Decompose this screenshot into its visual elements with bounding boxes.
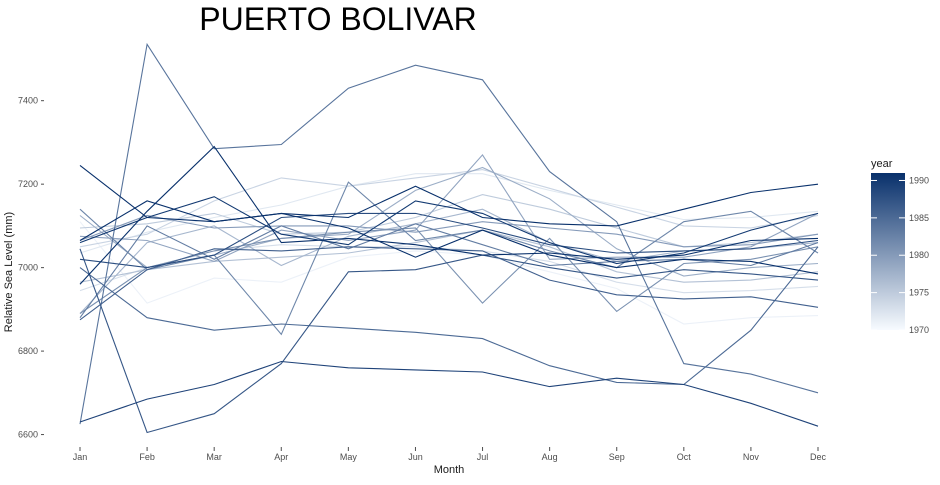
series-line-1984-13 bbox=[79, 42, 819, 425]
legend-tick-label: 1980 bbox=[909, 250, 929, 260]
x-tick-label: Nov bbox=[743, 452, 760, 462]
series-line-1991-21 bbox=[79, 145, 819, 285]
series-line-1971-0 bbox=[79, 221, 819, 325]
y-tick-label: 7400 bbox=[18, 96, 38, 106]
x-axis-title: Month bbox=[434, 464, 465, 476]
series-lines bbox=[79, 42, 819, 434]
x-tick-label: May bbox=[340, 452, 358, 462]
y-axis-title: Relative Sea Level (mm) bbox=[3, 212, 15, 332]
series-line-1990-19 bbox=[79, 196, 819, 265]
series-line-1991-20 bbox=[79, 164, 819, 275]
legend-tick-label: 1985 bbox=[909, 213, 929, 223]
x-tick-label: Aug bbox=[542, 452, 558, 462]
series-line-1986-15 bbox=[79, 246, 819, 321]
x-tick-label: Feb bbox=[139, 452, 155, 462]
series-line-1972-1 bbox=[79, 173, 819, 254]
x-tick-label: Mar bbox=[206, 452, 222, 462]
series-line-1973-2 bbox=[79, 244, 819, 294]
series-line-1980-9 bbox=[79, 214, 819, 248]
x-tick-label: Jun bbox=[408, 452, 423, 462]
legend-tick-label: 1970 bbox=[909, 325, 929, 335]
series-line-1985-14 bbox=[79, 246, 819, 386]
legend-tick-label: 1975 bbox=[909, 288, 929, 298]
y-tick-label: 7200 bbox=[18, 179, 38, 189]
legend-tick-label: 1990 bbox=[909, 175, 929, 185]
legend: year 1970 1975 1980 1985 1990 bbox=[871, 158, 929, 335]
y-tick-label: 7000 bbox=[18, 263, 38, 273]
series-line-1976-5 bbox=[79, 229, 819, 283]
y-tick-label: 6600 bbox=[18, 430, 38, 440]
x-tick-label: Jan bbox=[73, 452, 88, 462]
series-line-1991-22 bbox=[79, 183, 819, 241]
x-axis: Jan Feb Mar Apr May Jun Jul Aug Sep Oct Nov Dec bbox=[73, 447, 827, 462]
y-tick-label: 6800 bbox=[18, 346, 38, 356]
x-tick-label: Jul bbox=[477, 452, 489, 462]
series-line-1983-12 bbox=[79, 223, 819, 319]
x-tick-label: Oct bbox=[677, 452, 692, 462]
legend-colorbar bbox=[871, 173, 905, 330]
series-line-1989-18 bbox=[79, 360, 819, 427]
series-line-1987-16 bbox=[79, 248, 819, 434]
legend-title: year bbox=[871, 158, 893, 170]
chart-title: PUERTO BOLIVAR bbox=[199, 1, 476, 37]
x-tick-label: Dec bbox=[810, 452, 827, 462]
y-axis: 6600 6800 7000 7200 7400 bbox=[18, 96, 44, 440]
series-line-1988-17 bbox=[79, 212, 819, 269]
series-line-1974-3 bbox=[79, 169, 819, 248]
x-tick-label: Sep bbox=[609, 452, 625, 462]
series-line-1982-11 bbox=[79, 181, 819, 336]
x-tick-label: Apr bbox=[274, 452, 288, 462]
